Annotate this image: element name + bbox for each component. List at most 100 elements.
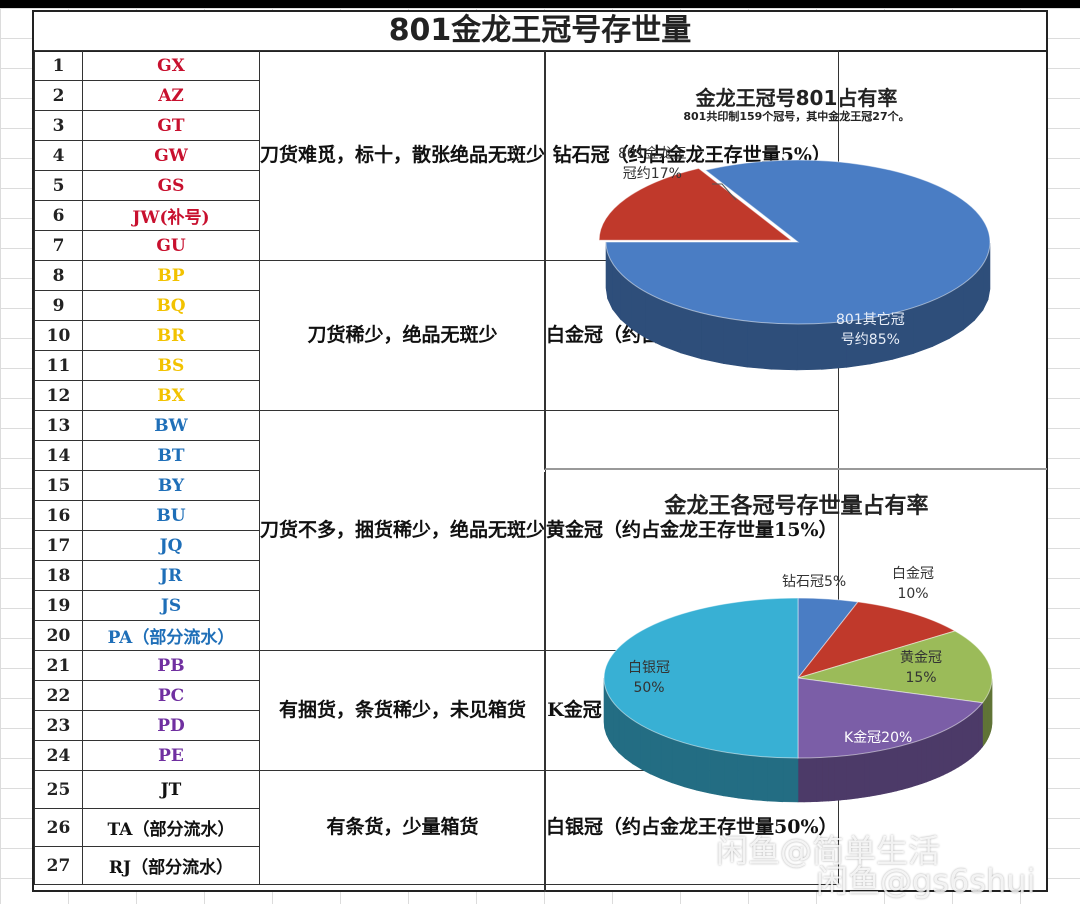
pie-chart-801-share: 金龙王冠号801占有率 801共印制159个冠号，其中金龙王冠27个。 801金… <box>544 50 1047 470</box>
pie-slice-side <box>650 729 662 780</box>
crown-code: TA（部分流水） <box>82 808 260 847</box>
pie-slice-side <box>683 742 697 791</box>
chart1-leader-line <box>712 183 737 201</box>
pie-slice-side <box>896 745 903 792</box>
pie-slice-side <box>954 722 959 770</box>
chart2-label-gold: 黄金冠 15% <box>900 648 942 688</box>
pie-slice-side <box>624 713 633 765</box>
pie-slice-side <box>609 695 614 748</box>
row-number: 22 <box>34 680 83 711</box>
row-number: 19 <box>34 590 83 621</box>
chart1-label-big-line1: 801其它冠 <box>836 312 905 328</box>
pie-slice-side <box>934 732 940 780</box>
pie-slice-side <box>701 312 724 364</box>
crown-code: JR <box>82 560 260 591</box>
row-number: 9 <box>34 290 83 321</box>
crown-code: GT <box>82 110 260 141</box>
pie-slice-side <box>964 715 969 764</box>
group-description: 刀货稀少，绝品无斑少 <box>258 260 547 411</box>
row-number: 1 <box>34 50 83 81</box>
row-number: 18 <box>34 560 83 591</box>
row-number: 21 <box>34 650 83 681</box>
table-row: 23 PD <box>34 710 839 741</box>
row-number: 4 <box>34 140 83 171</box>
pie-slice-side <box>932 292 950 348</box>
row-number: 10 <box>34 320 83 351</box>
row-number: 6 <box>34 200 83 231</box>
pie-slice-side <box>723 751 739 799</box>
table-row: 25 JT 有条货，少量箱货 白银冠（约占金龙王存世量50%） <box>34 770 839 885</box>
crown-code: JT <box>82 770 260 809</box>
pie-slice-side <box>863 752 870 798</box>
pie-slice-side <box>906 742 913 789</box>
crown-code: BQ <box>82 290 260 321</box>
table-row: 18 JR <box>34 560 839 591</box>
crown-number-sheet: 801金龙王冠号存世量 1 GX 刀货难觅，标十，散张绝品无斑少 钻石冠（约占金龙王存… <box>32 10 1048 892</box>
pie-slice-side <box>869 751 876 797</box>
pie-slice-side <box>874 750 881 796</box>
pie-slice-1 <box>796 601 957 679</box>
pie-slice-side <box>885 747 892 794</box>
row-number: 12 <box>34 380 83 411</box>
pie-slice-side <box>851 753 859 800</box>
chart2-pie <box>603 597 993 803</box>
crown-code: BR <box>82 320 260 351</box>
table-row: 20 PA（部分流水） <box>34 620 839 651</box>
row-number: 26 <box>34 808 83 847</box>
crown-code: PA（部分流水） <box>82 620 260 651</box>
crown-code: BS <box>82 350 260 381</box>
crown-code: BU <box>82 500 260 531</box>
row-number: 16 <box>34 500 83 531</box>
pie-slice-side <box>815 757 823 802</box>
pie-slice-4 <box>603 597 799 759</box>
crown-code: PE <box>82 740 260 771</box>
chart1-pie <box>598 159 991 371</box>
pie-slice-2 <box>797 630 993 704</box>
crown-code: JS <box>82 590 260 621</box>
row-number: 13 <box>34 410 83 441</box>
pie-slice-side <box>822 756 829 802</box>
table-row: 10 BR <box>34 320 839 351</box>
crown-code: BX <box>82 380 260 411</box>
chart2-label-gold-line1: 黄金冠 <box>900 650 942 666</box>
pie-slice-side <box>613 701 620 754</box>
pie-slice-side <box>782 757 799 803</box>
crown-code: PB <box>82 650 260 681</box>
chart1-label-small: 801金龙王 冠约17% <box>618 144 687 184</box>
pie-slice-0 <box>598 167 793 241</box>
pie-slice-side <box>797 757 805 803</box>
crown-code: BT <box>82 440 260 471</box>
pie-slice-side <box>958 720 963 768</box>
row-number: 11 <box>34 350 83 381</box>
pie-slice-side <box>961 718 966 766</box>
table-row: 11 BS <box>34 350 839 381</box>
pie-slice-side <box>828 756 835 802</box>
pie-slice-side <box>809 757 817 803</box>
pie-slice-side <box>671 738 685 788</box>
pie-slice-side <box>796 323 823 371</box>
pie-slice-side <box>661 299 681 354</box>
table-row: 4 GW <box>34 140 839 171</box>
pie-slice-side <box>845 754 853 800</box>
pie-slice-side <box>803 757 811 803</box>
pie-slice-side <box>640 724 651 775</box>
pie-slice-side <box>950 724 956 772</box>
pie-slice-side <box>840 755 847 801</box>
pie-slice-side <box>834 755 841 801</box>
pie-slice-side <box>901 743 908 790</box>
pie-slice-side <box>930 734 936 781</box>
pie-slice-side <box>606 690 610 741</box>
table-row: 16 BU <box>34 500 839 531</box>
crown-code: BP <box>82 260 260 291</box>
chart1-title: 金龙王冠号801占有率 <box>695 86 898 110</box>
pie-slice-side <box>973 709 977 757</box>
row-number: 2 <box>34 80 83 111</box>
pie-slice-side <box>696 745 711 794</box>
chart1-label-big: 801其它冠 号约85% <box>836 310 905 350</box>
pie-slice-side <box>632 719 642 770</box>
chart2-label-kgold: K金冠20% <box>844 730 913 746</box>
pie-slice-side <box>618 707 626 759</box>
row-number: 14 <box>34 440 83 471</box>
pie-slice-3 <box>797 677 984 759</box>
table-row: 26 TA（部分流水） <box>34 808 839 847</box>
